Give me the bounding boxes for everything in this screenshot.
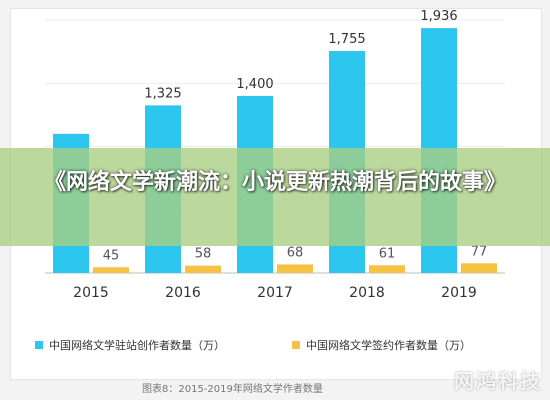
chart-caption: 图表8：2015-2019年网络文学作者数量: [142, 382, 323, 395]
bar-signed-authors: [93, 267, 129, 273]
value-label: 45: [103, 248, 120, 263]
bar-signed-authors: [185, 265, 221, 273]
value-label: 1,325: [144, 86, 181, 101]
bar-signed-authors: [369, 265, 405, 273]
value-label: 77: [471, 244, 488, 259]
x-axis-ticks: 2015 2016 2017 2018 2019: [73, 285, 477, 301]
value-label: 61: [379, 246, 396, 261]
x-tick-label: 2019: [441, 285, 477, 301]
value-label: 1,936: [420, 9, 457, 24]
bar-signed-authors: [461, 263, 497, 273]
value-label: 68: [287, 245, 304, 260]
x-tick-label: 2016: [165, 285, 201, 301]
legend-label: 中国网络文学签约作者数量（万）: [306, 338, 471, 352]
value-label: 58: [195, 247, 212, 262]
legend-swatch: [292, 341, 300, 349]
x-tick-label: 2015: [73, 285, 109, 301]
headline-text: 《网络文学新潮流：小说更新热潮背后的故事》: [43, 170, 506, 195]
x-tick-label: 2017: [257, 285, 293, 301]
value-labels: 45 1,325 58 1,400 68 1,755 61 1,936 77: [103, 9, 488, 263]
legend: 中国网络文学驻站创作者数量（万） 中国网络文学签约作者数量（万）: [35, 338, 471, 352]
headline-banner: [0, 148, 550, 246]
value-label: 1,755: [328, 32, 365, 47]
bar-signed-authors: [277, 264, 313, 273]
value-label: 1,400: [236, 77, 273, 92]
x-tick-label: 2018: [349, 285, 385, 301]
legend-swatch: [35, 341, 43, 349]
legend-label: 中国网络文学驻站创作者数量（万）: [49, 338, 225, 352]
watermark-logo: 网鸿科技: [454, 369, 542, 393]
